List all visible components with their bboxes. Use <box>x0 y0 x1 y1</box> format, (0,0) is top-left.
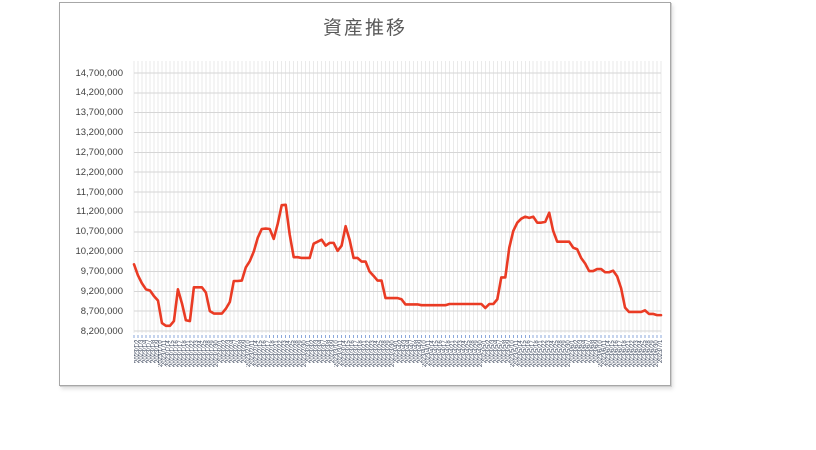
y-axis-label: 9,200,000 <box>80 285 123 297</box>
x-axis-labels[interactable]: 2023/1/1 2023/1/2 2023/1/3 2023/1/4 2023/1/7… <box>134 340 665 386</box>
y-axis-label: 13,200,000 <box>75 127 123 138</box>
chart-title[interactable]: 資産推移 <box>322 18 407 39</box>
line-chart-svg <box>132 61 663 338</box>
plot-area[interactable] <box>132 61 663 341</box>
y-axis-label: 14,700,000 <box>75 67 123 79</box>
y-axis-label: 12,700,000 <box>75 146 123 158</box>
y-axis-label: 10,200,000 <box>75 246 123 258</box>
x-axis-label: 2023/7/1 <box>657 340 664 364</box>
y-axis-label: 14,200,000 <box>75 87 123 99</box>
chart-container[interactable]: 資産推移 14,700,000 14,200,000 13,700,000 13,20… <box>59 2 671 386</box>
y-axis-label: 11,700,000 <box>76 186 123 198</box>
y-axis-label: 10,700,000 <box>75 226 123 238</box>
y-axis-label: 11,200,000 <box>76 206 123 218</box>
series-line[interactable] <box>132 203 663 328</box>
y-axis-label: 8,700,000 <box>80 305 123 317</box>
y-axis-label: 8,200,000 <box>80 325 123 337</box>
y-axis-label: 9,700,000 <box>80 266 123 277</box>
y-axis-label: 13,700,000 <box>75 107 123 119</box>
y-axis-labels[interactable]: 14,700,000 14,200,000 13,700,000 13,200,000… <box>60 61 123 337</box>
y-axis-label: 12,200,000 <box>75 166 123 178</box>
